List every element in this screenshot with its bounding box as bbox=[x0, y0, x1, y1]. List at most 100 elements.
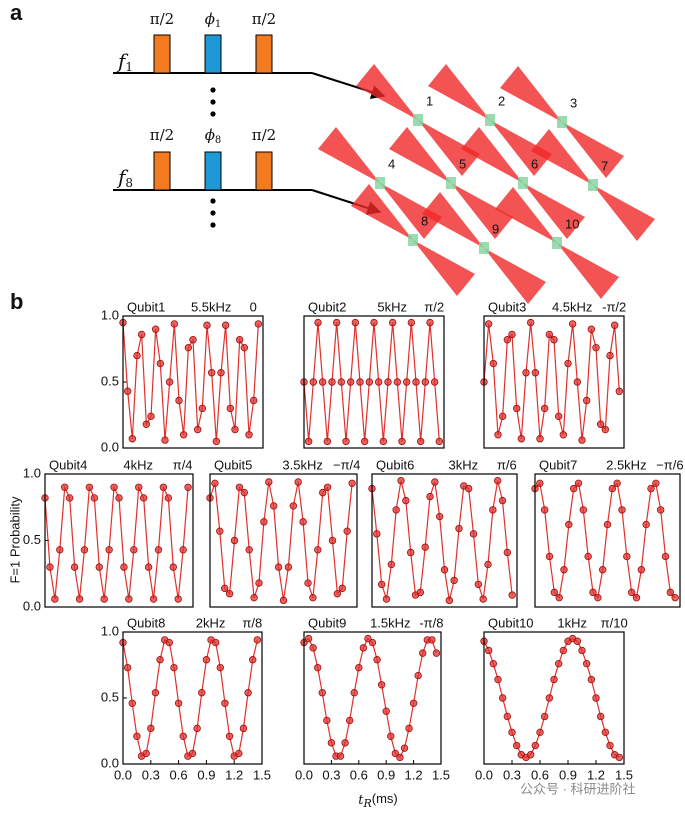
data-point bbox=[373, 530, 381, 538]
data-point bbox=[407, 318, 416, 327]
data-point bbox=[661, 552, 670, 561]
data-point bbox=[137, 330, 146, 339]
tweezer-beam bbox=[484, 248, 546, 304]
tweezer-beam bbox=[451, 183, 513, 239]
data-point bbox=[337, 378, 346, 386]
y-tick-label: 1.0 bbox=[101, 623, 119, 638]
data-point bbox=[469, 530, 478, 538]
data-point bbox=[402, 496, 410, 505]
data-point bbox=[240, 488, 248, 497]
data-point bbox=[388, 318, 397, 327]
data-point bbox=[147, 724, 155, 733]
data-point bbox=[332, 318, 341, 327]
data-point bbox=[365, 378, 374, 386]
data-point bbox=[484, 646, 493, 655]
fit-line bbox=[122, 322, 259, 442]
data-point bbox=[255, 579, 263, 587]
data-point bbox=[309, 593, 317, 602]
data-point bbox=[123, 663, 132, 672]
data-point bbox=[249, 656, 257, 664]
data-point bbox=[387, 732, 395, 740]
site-label: 6 bbox=[531, 156, 538, 171]
data-point bbox=[211, 638, 220, 647]
fit-line bbox=[371, 480, 513, 601]
data-point bbox=[193, 724, 201, 733]
data-point bbox=[225, 590, 234, 598]
data-point bbox=[245, 431, 253, 439]
data-point bbox=[652, 479, 660, 488]
chart: Qubit10 1kHz π/10 0.0 0.3 0.6 0.9 1.2 1.5 bbox=[475, 615, 633, 782]
plot-frame bbox=[303, 631, 442, 765]
data-point bbox=[179, 732, 187, 740]
tweezer-beam bbox=[351, 184, 413, 240]
data-point bbox=[615, 753, 624, 762]
data-point bbox=[426, 318, 434, 327]
tweezer-beam bbox=[562, 122, 624, 178]
data-point bbox=[419, 649, 427, 657]
pulse bbox=[153, 34, 171, 74]
data-point bbox=[573, 378, 582, 386]
fit-line bbox=[44, 484, 189, 600]
chart-frequency: 1kHz bbox=[557, 615, 587, 630]
data-point bbox=[494, 675, 502, 684]
data-point bbox=[294, 478, 302, 486]
data-point bbox=[165, 638, 174, 647]
chart-frequency: 4.5kHz bbox=[552, 299, 592, 314]
tweezer-beam bbox=[380, 183, 442, 239]
data-point bbox=[144, 563, 153, 571]
data-point bbox=[387, 560, 396, 569]
data-point bbox=[421, 543, 429, 551]
data-point bbox=[384, 378, 392, 386]
data-point bbox=[564, 359, 572, 368]
ellipsis bbox=[210, 87, 216, 117]
chart-phase: −π/4 bbox=[333, 457, 360, 472]
plot-frame bbox=[303, 315, 445, 449]
data-point bbox=[323, 437, 332, 446]
data-point bbox=[260, 518, 268, 526]
data-point bbox=[416, 437, 425, 446]
data-point bbox=[428, 636, 436, 644]
tweezer-beam bbox=[490, 120, 552, 176]
data-point bbox=[396, 753, 404, 762]
data-point bbox=[484, 560, 492, 569]
chart-phase: -π/2 bbox=[602, 299, 626, 314]
data-point bbox=[671, 593, 679, 602]
data-point bbox=[550, 336, 558, 344]
data-point bbox=[435, 437, 444, 446]
data-point bbox=[193, 425, 202, 434]
data-point bbox=[161, 436, 169, 444]
data-point bbox=[618, 506, 626, 514]
x-tick-label: 0.0 bbox=[114, 767, 132, 782]
y-axis-label: F=1 Probability bbox=[7, 496, 22, 584]
x-tick-label: 1.5 bbox=[253, 767, 271, 782]
data-point bbox=[254, 320, 263, 328]
data-point bbox=[123, 387, 132, 395]
data-point bbox=[550, 588, 559, 597]
chart-title: Qubit10 bbox=[488, 615, 534, 630]
data-point bbox=[512, 741, 521, 750]
data-point bbox=[225, 732, 234, 740]
data-point bbox=[579, 506, 588, 514]
fit-line bbox=[122, 639, 258, 757]
data-point bbox=[318, 378, 327, 386]
chart-frequency: 2.5kHz bbox=[606, 457, 646, 472]
data-point bbox=[503, 712, 512, 721]
chart-phase: 0 bbox=[250, 299, 257, 314]
chart-phase: −π/6 bbox=[656, 457, 683, 472]
data-point bbox=[601, 425, 610, 434]
data-point bbox=[253, 636, 262, 644]
chart-title: Qubit9 bbox=[308, 615, 346, 630]
plot-frame bbox=[122, 631, 263, 765]
data-point bbox=[245, 546, 253, 554]
data-point bbox=[377, 580, 386, 589]
data-point bbox=[517, 435, 526, 443]
data-point bbox=[508, 330, 516, 339]
data-point bbox=[188, 749, 197, 758]
data-point bbox=[522, 369, 530, 377]
tweezer-beam bbox=[557, 243, 619, 299]
data-point bbox=[397, 476, 405, 485]
data-point bbox=[666, 588, 675, 597]
chart: Qubit2 5kHz π/2 bbox=[300, 299, 445, 449]
panel-label: a bbox=[10, 0, 23, 25]
chart-phase: π/6 bbox=[497, 457, 517, 472]
